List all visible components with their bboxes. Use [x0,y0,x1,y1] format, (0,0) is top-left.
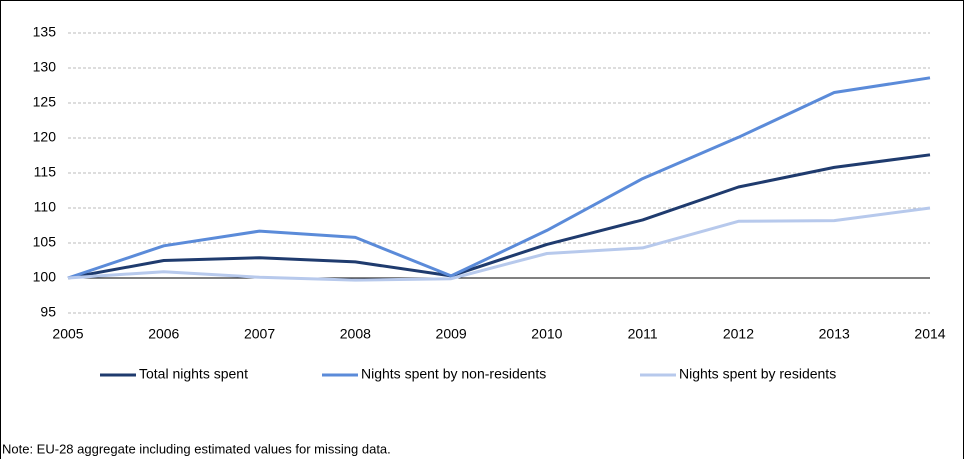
note: Note: EU-28 aggregate including estimate… [2,441,391,456]
x-tick-label: 2013 [819,326,850,342]
x-tick-label: 2011 [628,326,658,342]
x-tick-label: 2009 [436,326,467,342]
x-tick-label: 2008 [340,326,371,342]
y-tick-label: 100 [33,269,57,285]
legend-label: Nights spent by residents [679,366,836,382]
x-tick-label: 2005 [52,326,83,342]
y-tick-label: 95 [40,304,56,320]
y-tick-label: 105 [33,234,57,250]
x-tick-label: 2007 [244,326,275,342]
y-tick-label: 135 [33,24,57,40]
series-line [67,76,931,280]
y-tick-label: 130 [33,59,57,75]
x-tick-label: 2010 [531,326,562,342]
series-line [67,153,931,280]
legend-label: Total nights spent [139,366,248,382]
legend-label: Nights spent by non-residents [361,366,546,382]
series-line [67,206,931,282]
y-tick-label: 110 [34,199,57,215]
x-tick-label: 2006 [148,326,179,342]
y-tick-label: 120 [33,129,57,145]
y-tick-label: 125 [33,94,57,110]
y-tick-label: 115 [34,164,57,180]
x-tick-label: 2012 [723,326,754,342]
x-tick-label: 2014 [914,326,945,342]
